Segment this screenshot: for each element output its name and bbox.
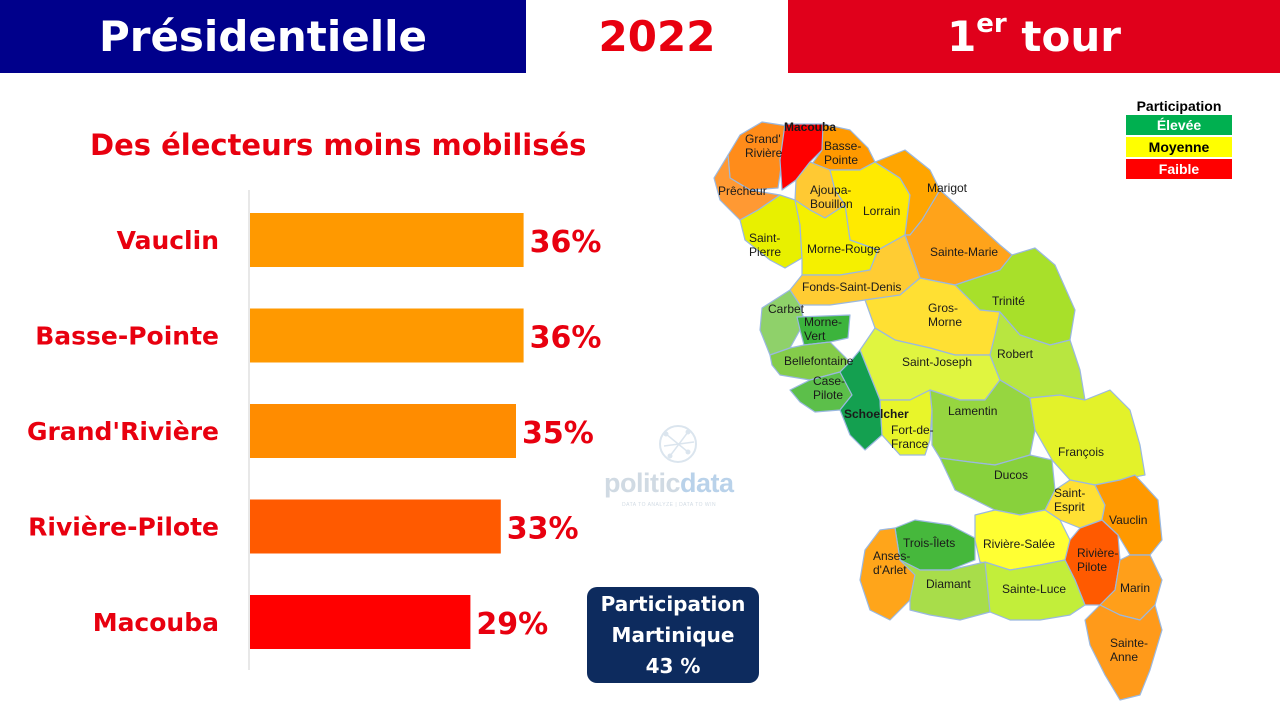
value-label: 36% [530, 225, 602, 260]
commune-label: Morne-Vert [804, 315, 842, 343]
value-label: 29% [476, 607, 548, 642]
header-year-band: 2022 [526, 0, 788, 73]
commune-label: Trinité [992, 294, 1025, 308]
commune-label: Schoelcher [844, 407, 909, 421]
participation-line-2: Martinique [611, 622, 735, 647]
commune-label: Marin [1120, 581, 1150, 595]
participation-line-1: Participation [600, 591, 746, 616]
round-number: 1 [947, 12, 977, 61]
legend-item: Élevée [1126, 115, 1232, 135]
commune-label: Fonds-Saint-Denis [802, 280, 901, 294]
legend-item: Faible [1126, 159, 1232, 179]
category-label: Rivière-Pilote [28, 513, 219, 542]
commune-label: Saint-Pierre [749, 231, 781, 259]
watermark-wordmark: politicdata [604, 468, 734, 498]
value-label: 36% [530, 321, 602, 356]
bar [250, 499, 501, 554]
round-superscript: er [976, 9, 1007, 39]
commune-label: Lamentin [948, 404, 997, 418]
commune-label: Gros-Morne [928, 301, 962, 329]
commune-label: Saint-Joseph [902, 355, 972, 369]
bar [250, 595, 471, 649]
category-label: Macouba [93, 608, 219, 637]
watermark-tagline: DATA TO ANALYZE | DATA TO WIN [622, 502, 717, 508]
header-round: 1er tour [947, 9, 1121, 61]
commune-label: Vauclin [1109, 513, 1147, 527]
commune-label: Lorrain [863, 204, 900, 218]
commune-label: François [1058, 445, 1104, 459]
commune-label: Robert [997, 347, 1034, 361]
participation-line-3: 43 % [645, 653, 701, 678]
commune-shape [739, 194, 803, 269]
category-label: Grand'Rivière [27, 417, 219, 446]
bar [250, 213, 524, 267]
commune-label: Trois-Îlets [903, 535, 955, 550]
commune-label: Marigot [927, 181, 968, 195]
category-label: Basse-Pointe [35, 322, 219, 351]
legend-items: Élevée Moyenne Faible [1126, 115, 1232, 179]
header-title-band: Présidentielle [0, 0, 526, 73]
commune-label: Morne-Rouge [807, 242, 881, 256]
commune-label: Case-Pilote [813, 374, 845, 402]
commune-shape [939, 454, 1056, 516]
commune-label: Sainte-Marie [930, 245, 998, 259]
commune-label: Ajoupa-Bouillon [810, 183, 853, 211]
round-word: tour [1021, 12, 1121, 61]
commune-layer [713, 121, 1163, 701]
bar [250, 404, 516, 458]
commune-label: Diamant [926, 577, 971, 591]
legend-item: Moyenne [1126, 137, 1232, 157]
commune-label: Basse-Pointe [824, 139, 861, 167]
chart-subtitle: Des électeurs moins mobilisés [90, 128, 587, 162]
legend-title: Participation [1136, 98, 1222, 114]
politicdata-watermark: politicdata DATA TO ANALYZE | DATA TO WI… [604, 420, 754, 510]
participation-summary-box: Participation Martinique 43 % [587, 587, 759, 683]
header-year: 2022 [598, 12, 716, 61]
commune-shape [1084, 604, 1163, 701]
commune-label: Rivière-Pilote [1077, 546, 1118, 574]
commune-label: Sainte-Luce [1002, 582, 1066, 596]
commune-shape [879, 389, 933, 456]
commune-label: Grand' Rivière [745, 132, 783, 160]
commune-label: Bellefontaine [784, 354, 854, 368]
value-label: 33% [507, 512, 579, 547]
commune-label: Anses-d'Arlet [873, 549, 910, 577]
bar-chart: Vauclin 36% Basse-Pointe 36% Grand'Rivière 35… [27, 190, 602, 670]
commune-shape [899, 559, 996, 621]
category-label: Vauclin [117, 226, 219, 255]
commune-shape [984, 559, 1086, 621]
commune-label: Sainte-Anne [1110, 636, 1148, 664]
network-globe-icon [659, 425, 697, 463]
header-title: Présidentielle [98, 12, 428, 61]
value-label: 35% [522, 416, 594, 451]
commune-label: Macouba [784, 120, 836, 134]
commune-label: Rivière-Salée [983, 537, 1055, 551]
commune-label: Saint-Esprit [1054, 486, 1085, 514]
commune-label: Fort-de-France [891, 423, 934, 451]
commune-label: Prêcheur [718, 184, 767, 198]
commune-label: Carbet [768, 302, 805, 316]
header-round-band: 1er tour [788, 0, 1280, 73]
commune-label: Ducos [994, 468, 1028, 482]
bar [250, 308, 524, 363]
participation-legend: Participation Élevée Moyenne Faible [1126, 98, 1232, 181]
